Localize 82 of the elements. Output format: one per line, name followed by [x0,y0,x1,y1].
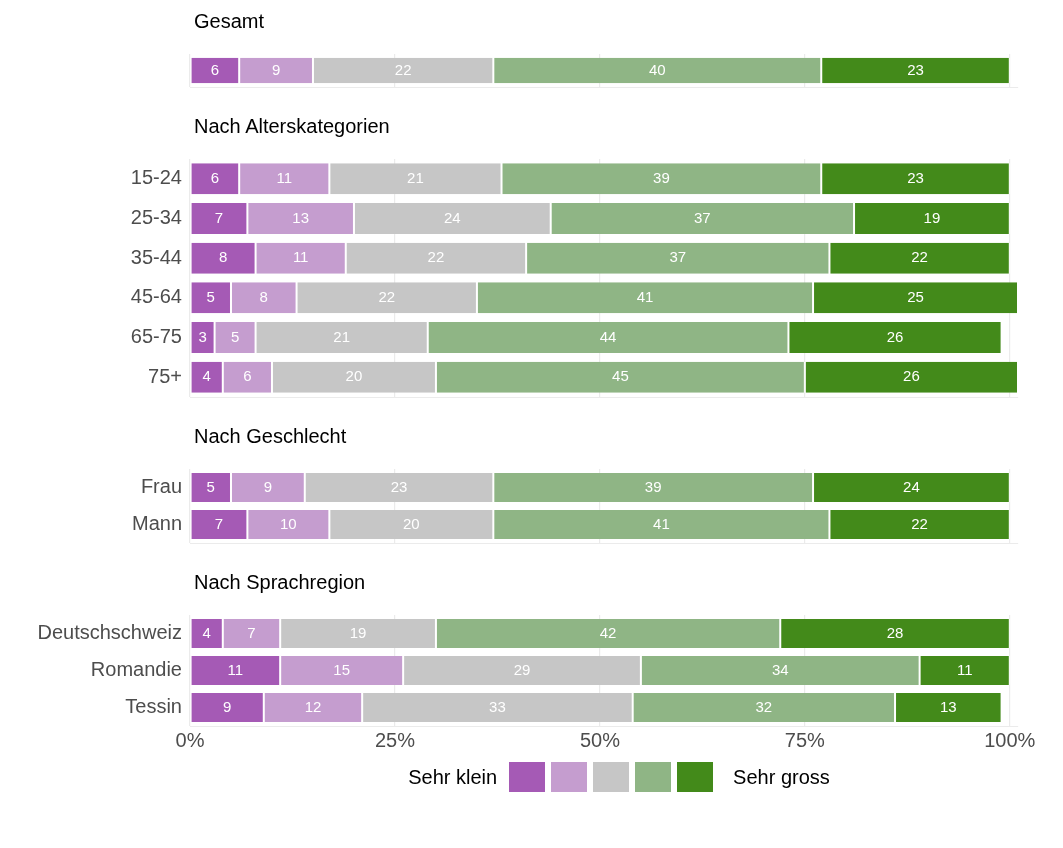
data-label: 7 [214,208,224,226]
data-label: 25 [907,287,924,305]
data-label: 9 [263,477,273,495]
data-label: 15 [333,660,351,678]
y-tick-label: Deutschschweiz [37,621,182,644]
data-label: 37 [694,208,711,226]
y-tick-label: Romandie [90,658,182,681]
chart-title: Nach Alterskategorien [193,114,391,139]
data-label: 23 [390,477,408,495]
data-label: 7 [214,514,224,532]
data-label: 6 [243,367,252,385]
data-label: 39 [644,477,662,495]
chart-title: Nach Sprachregion [193,570,367,595]
data-label: 10 [280,514,297,532]
y-tick-label: 65-75 [130,325,182,348]
x-tick-label: 50% [579,728,621,751]
data-label: 26 [903,367,920,385]
y-tick-label: 15-24 [130,166,182,189]
data-label: 21 [333,327,351,345]
data-label: 19 [923,208,941,226]
data-label: 13 [292,208,310,226]
data-label: 22 [378,287,396,305]
data-label: 13 [939,697,957,715]
data-label: 11 [276,168,293,186]
data-label: 37 [669,248,687,266]
data-label: 7 [247,623,256,641]
data-label: 33 [489,697,506,715]
data-label: 32 [755,697,773,715]
data-label: 29 [513,660,531,678]
data-label: 3 [198,327,207,345]
data-label: 11 [227,660,244,678]
text: Sehr gross [733,765,830,789]
x-tick-label: 75% [784,728,826,751]
y-tick-label: Tessin [125,695,182,718]
data-label: 24 [443,208,461,226]
chart-title: Nach Geschlecht [193,424,348,449]
data-label: 11 [292,248,309,266]
data-label: 44 [599,327,617,345]
data-label: 22 [911,248,928,266]
data-label: 5 [230,327,240,345]
data-label: 41 [653,514,670,532]
data-label: 24 [903,477,920,495]
data-label: 45 [612,367,629,385]
data-label: 6 [210,60,220,78]
y-tick-label: 45-64 [130,285,182,308]
data-label: 9 [271,60,281,78]
y-tick-label: 75+ [148,364,182,387]
data-label: 26 [886,327,904,345]
y-tick-label: 25-34 [130,206,182,229]
data-label: 4 [202,623,211,641]
data-label: 22 [911,514,928,532]
y-tick-label: Frau [140,475,182,498]
data-label: 19 [349,623,367,641]
data-label: 4 [202,367,211,385]
text: Sehr klein [408,765,498,789]
data-label: 42 [599,623,617,641]
x-tick-label: 25% [374,728,416,751]
data-label: 41 [636,287,654,305]
data-label: 9 [223,697,232,715]
chart-title: Gesamt [193,9,266,34]
data-label: 23 [907,168,924,186]
y-tick-label: 35-44 [130,245,182,268]
data-label: 23 [907,60,924,78]
x-tick-label: 100% [984,728,1036,751]
data-label: 8 [259,287,268,305]
data-label: 20 [345,367,363,385]
x-tick-label: 0% [175,728,205,751]
data-label: 5 [206,477,215,495]
data-label: 5 [206,287,215,305]
data-label: 8 [218,248,228,266]
data-label: 34 [771,660,789,678]
data-label: 22 [394,60,412,78]
data-label: 40 [648,60,666,78]
data-label: 28 [886,623,904,641]
data-label: 11 [956,660,973,678]
data-label: 6 [210,168,220,186]
data-label: 21 [407,168,424,186]
y-tick-label: Mann [131,512,182,535]
data-label: 39 [653,168,670,186]
data-label: 22 [427,248,445,266]
data-label: 12 [304,697,322,715]
data-label: 20 [403,514,420,532]
